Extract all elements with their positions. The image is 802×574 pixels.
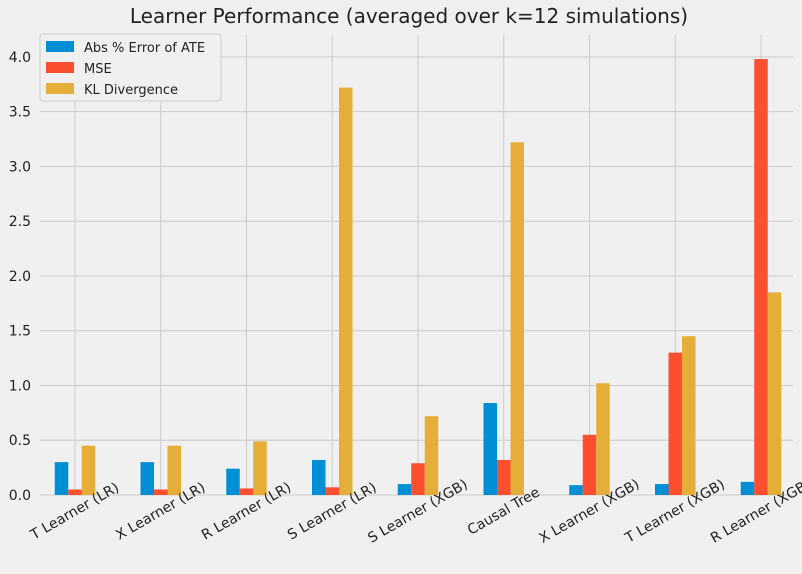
bar-abs-error-of-ate	[226, 468, 240, 495]
bar-kl-divergence	[167, 445, 181, 495]
y-tick-labels: 0.0 0.5 1.0 1.5 2.0 2.5 3.0 3.5 4.0	[9, 50, 31, 504]
bar-kl-divergence	[253, 441, 267, 495]
chart-title: Learner Performance (averaged over k=12 …	[130, 4, 688, 28]
bar-mse	[754, 59, 768, 495]
bar-abs-error-of-ate	[397, 484, 412, 495]
legend-swatch-ate	[46, 41, 74, 52]
bar-kl-divergence	[596, 383, 610, 495]
bar-abs-error-of-ate	[312, 459, 326, 495]
y-tick-label: 3.0	[9, 159, 31, 175]
bar-abs-error-of-ate	[569, 485, 583, 495]
y-tick-label: 2.5	[9, 214, 31, 230]
bar-kl-divergence	[81, 445, 96, 495]
bar-abs-error-of-ate	[140, 462, 154, 495]
legend-swatch-kl	[46, 83, 74, 94]
bar-kl-divergence	[339, 87, 353, 496]
bar-abs-error-of-ate	[655, 484, 669, 495]
y-tick-label: 2.0	[9, 269, 31, 285]
bar-kl-divergence	[424, 416, 439, 495]
bar-mse	[154, 489, 168, 495]
bar-abs-error-of-ate	[740, 481, 755, 495]
y-tick-label: 1.0	[9, 378, 31, 394]
legend-swatch-mse	[46, 62, 74, 73]
bar-mse	[582, 434, 597, 495]
legend-label-ate: Abs % Error of ATE	[84, 41, 205, 56]
bar-kl-divergence	[767, 292, 782, 495]
bar-mse	[668, 352, 682, 495]
bar-mse	[497, 459, 511, 495]
y-tick-label: 0.5	[9, 433, 31, 449]
y-tick-label: 1.5	[9, 324, 31, 340]
bars	[54, 59, 782, 496]
bar-mse	[325, 487, 339, 495]
bar-mse	[239, 488, 254, 495]
y-tick-label: 4.0	[9, 50, 31, 66]
bar-kl-divergence	[682, 336, 696, 495]
bar-kl-divergence	[510, 142, 524, 496]
legend-frame	[39, 33, 222, 102]
bar-abs-error-of-ate	[483, 403, 497, 495]
legend-label-mse: MSE	[84, 62, 112, 77]
legend: Abs % Error of ATE MSE KL Divergence	[39, 33, 222, 102]
bar-mse	[411, 463, 425, 495]
bar-abs-error-of-ate	[54, 462, 69, 495]
bar-mse	[68, 489, 82, 495]
y-tick-label: 0.0	[9, 488, 31, 504]
y-tick-label: 3.5	[9, 105, 31, 121]
legend-label-kl: KL Divergence	[84, 83, 178, 98]
